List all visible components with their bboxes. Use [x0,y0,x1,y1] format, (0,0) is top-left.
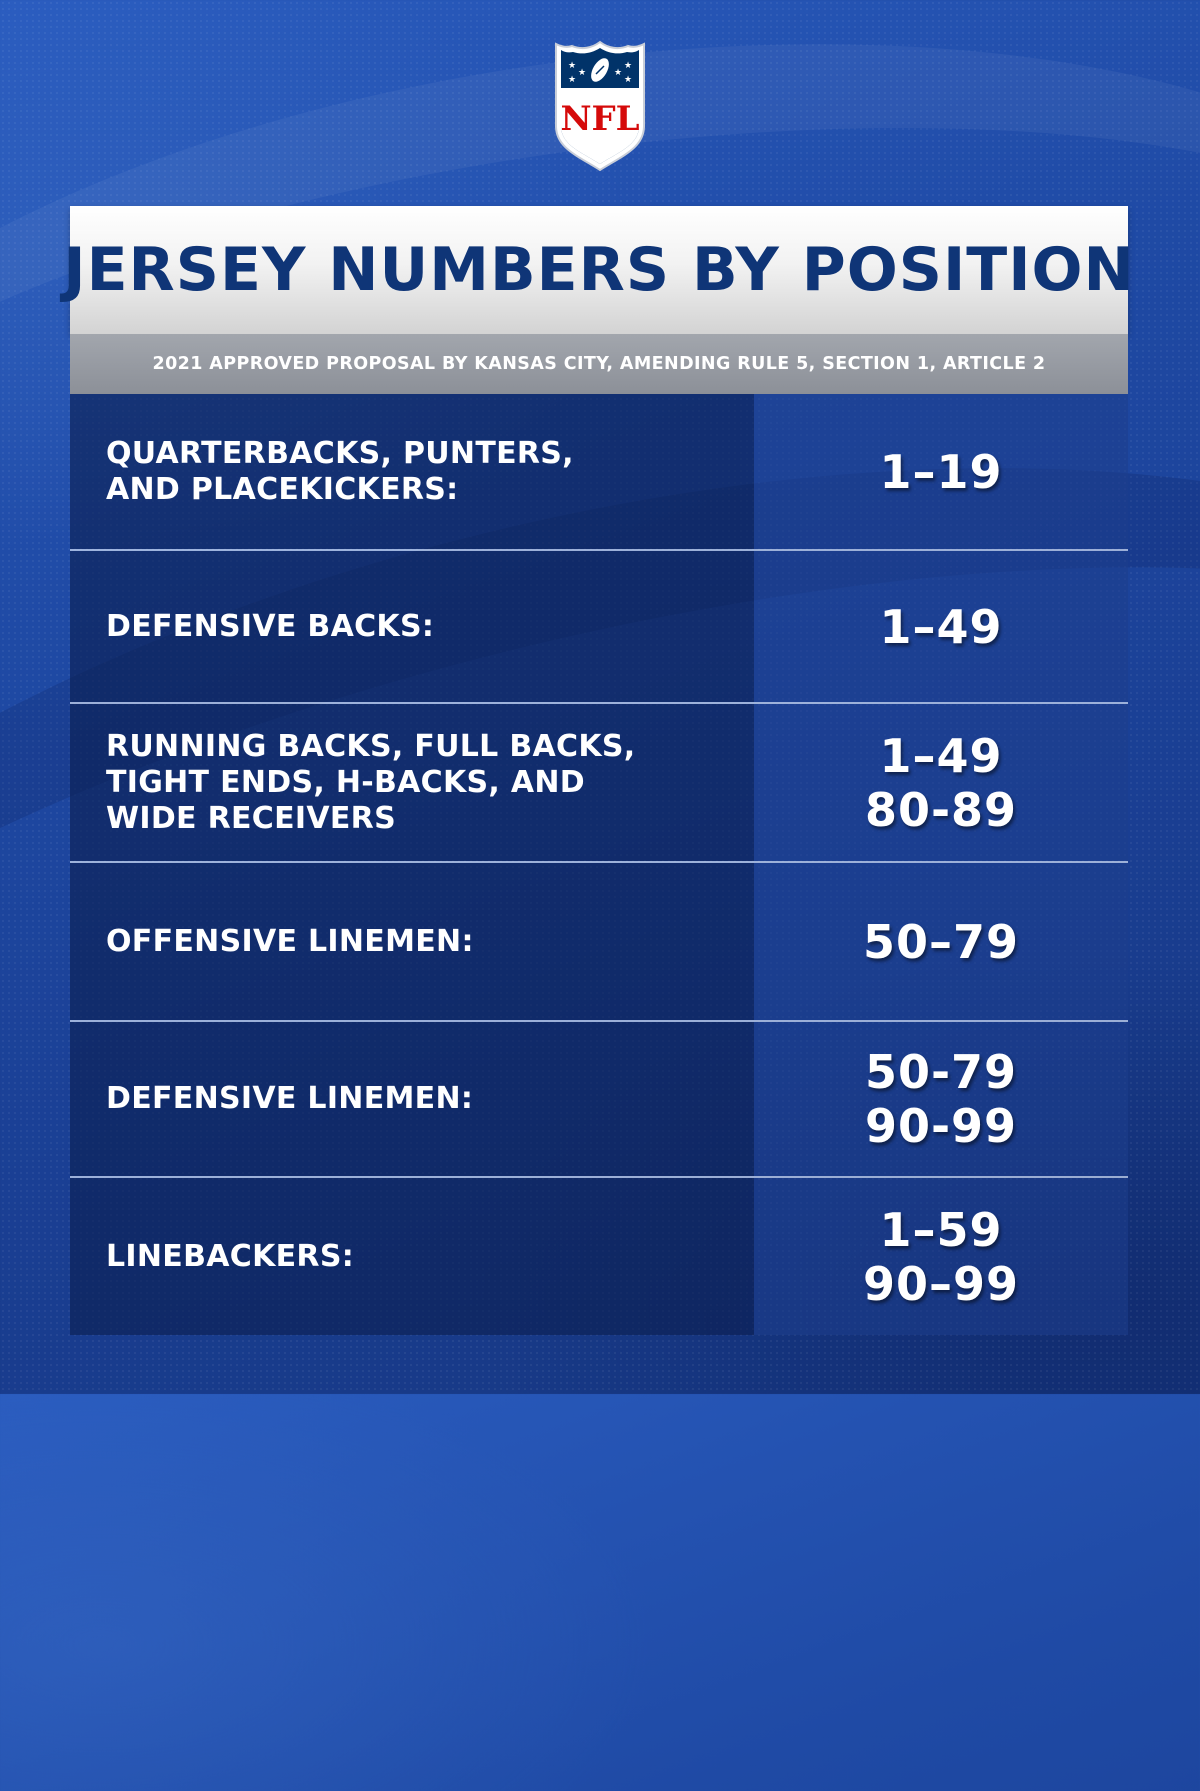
number-range: 90–99 [862,1256,1020,1311]
position-label: OFFENSIVE LINEMEN: [106,923,474,959]
position-label: DEFENSIVE LINEMEN: [106,1081,474,1116]
number-range-cell: 50-79 90-99 [754,1022,1128,1176]
position-label: QUARTERBACKS, PUNTERS, AND PLACEKICKERS: [106,435,574,507]
page-title: JERSEY NUMBERS BY POSITION [63,235,1135,305]
number-range: 90-99 [864,1099,1018,1153]
number-range: 80-89 [864,782,1018,837]
number-range: 50–79 [862,914,1020,969]
jersey-number-table: QUARTERBACKS, PUNTERS, AND PLACEKICKERS:… [70,394,1128,1335]
number-range: 1–59 [879,1202,1003,1257]
position-cell: LINEBACKERS: [70,1178,754,1335]
number-range-cell: 1–19 [754,394,1128,549]
svg-text:★: ★ [568,75,576,85]
row-divider [70,549,1128,551]
table-row: DEFENSIVE LINEMEN: 50-79 90-99 [70,1022,1128,1176]
number-range: 1–19 [879,444,1003,499]
position-cell: DEFENSIVE LINEMEN: [70,1022,754,1176]
number-range: 50-79 [864,1045,1018,1099]
svg-text:★: ★ [624,75,632,85]
number-range-cell: 50–79 [754,863,1128,1020]
position-label: DEFENSIVE BACKS: [106,608,435,644]
number-range-cell: 1–49 [754,551,1128,702]
position-cell: RUNNING BACKS, FULL BACKS, TIGHT ENDS, H… [70,704,754,861]
row-divider [70,1020,1128,1022]
row-divider [70,702,1128,704]
position-label: LINEBACKERS: [106,1238,355,1274]
position-label: RUNNING BACKS, FULL BACKS, TIGHT ENDS, H… [106,728,636,836]
table-row: QUARTERBACKS, PUNTERS, AND PLACEKICKERS:… [70,394,1128,549]
number-range: 1–49 [879,728,1003,783]
svg-text:NFL: NFL [560,99,639,139]
number-range-cell: 1–59 90–99 [754,1178,1128,1335]
table-row: LINEBACKERS: 1–59 90–99 [70,1178,1128,1335]
svg-text:★: ★ [568,61,576,71]
table-row: RUNNING BACKS, FULL BACKS, TIGHT ENDS, H… [70,704,1128,861]
page-subtitle: 2021 APPROVED PROPOSAL BY KANSAS CITY, A… [152,354,1046,374]
position-cell: QUARTERBACKS, PUNTERS, AND PLACEKICKERS: [70,394,754,549]
subtitle-banner: 2021 APPROVED PROPOSAL BY KANSAS CITY, A… [70,334,1128,394]
position-cell: DEFENSIVE BACKS: [70,551,754,702]
number-range: 1–49 [879,599,1003,654]
svg-text:★: ★ [624,61,632,71]
table-row: OFFENSIVE LINEMEN: 50–79 [70,863,1128,1020]
number-range-cell: 1–49 80-89 [754,704,1128,861]
row-divider [70,861,1128,863]
position-cell: OFFENSIVE LINEMEN: [70,863,754,1020]
table-row: DEFENSIVE BACKS: 1–49 [70,551,1128,702]
svg-text:★: ★ [578,68,586,78]
nfl-shield-icon: ★ ★ ★ ★ ★ ★ NFL [555,40,645,172]
svg-text:★: ★ [614,68,622,78]
row-divider [70,1176,1128,1178]
title-banner: JERSEY NUMBERS BY POSITION [63,206,1134,334]
